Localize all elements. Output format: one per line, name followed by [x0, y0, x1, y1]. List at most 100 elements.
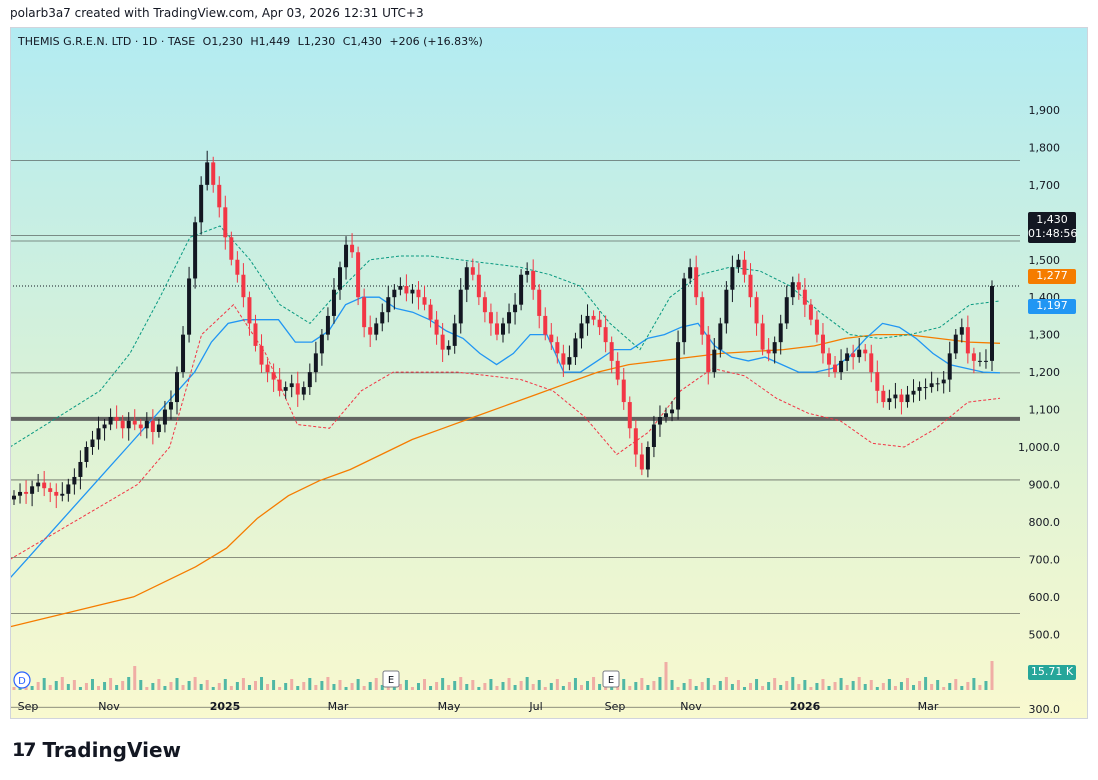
candle-body [410, 289, 415, 294]
volume-badge: 15.71 K [1028, 665, 1076, 680]
candle-body [108, 417, 113, 425]
volume-bar [815, 683, 819, 690]
volume-bar [501, 682, 505, 690]
candle-body [507, 312, 512, 324]
volume-bar [139, 680, 143, 690]
volume-bar [404, 680, 408, 690]
candle-body [657, 417, 662, 425]
last-price-value: 1,430 [1036, 213, 1068, 226]
tradingview-logo-text: TradingView [42, 738, 182, 762]
volume-bar [924, 677, 928, 690]
volume-bar [809, 687, 813, 690]
volume-bar [899, 682, 903, 690]
candle-body [549, 334, 554, 343]
volume-bar [380, 685, 384, 690]
volume-bar [253, 681, 257, 690]
price-tick-label: 1,900 [1029, 104, 1061, 117]
volume-bar [646, 685, 650, 690]
volume-bar [332, 684, 336, 690]
earnings-marker-icon[interactable] [382, 670, 400, 688]
volume-bar [622, 679, 626, 690]
volume-bar [398, 684, 402, 690]
volume-bar [374, 678, 378, 690]
candle-body [633, 428, 638, 455]
candle-body [712, 349, 717, 373]
candle-body [875, 372, 880, 391]
volume-bar [507, 678, 511, 690]
event-markers[interactable]: D E E [13, 670, 620, 689]
candle-body [983, 360, 988, 362]
volume-bar [157, 679, 161, 690]
candle-body [162, 409, 167, 425]
candle-body [488, 312, 493, 324]
candle-body [205, 162, 210, 185]
volume-bar [423, 679, 427, 690]
volume-bar [652, 681, 656, 690]
candle-body [464, 267, 469, 290]
volume-bar [211, 687, 215, 690]
volume-bar [54, 681, 58, 690]
candle-body [416, 289, 421, 298]
candle-body [784, 297, 789, 324]
candle-body [313, 353, 318, 373]
earnings-marker-icon[interactable] [602, 670, 620, 688]
candle-body [428, 304, 433, 320]
candle-body [132, 420, 137, 425]
tradingview-logo[interactable]: 17 TradingView [12, 738, 181, 762]
candle-body [881, 390, 886, 403]
candle-body [307, 372, 312, 388]
time-tick-label: Nov [680, 700, 702, 713]
volume-bar [670, 680, 674, 690]
volume-bar [972, 678, 976, 690]
earnings-marker-label: E [608, 675, 614, 686]
candle-body [814, 319, 819, 335]
volume-bar [869, 680, 873, 690]
volume-bar [513, 685, 517, 690]
volume-bar [260, 677, 264, 690]
volume-bar [712, 685, 716, 690]
time-tick-label: May [438, 700, 461, 713]
candle-body [446, 345, 451, 350]
volume-bar [736, 680, 740, 690]
volume-bar [72, 680, 76, 690]
volume-bar [229, 686, 233, 690]
candle-body [440, 334, 445, 350]
volume-bar [948, 683, 952, 690]
countdown-value: 01:48:56 [1028, 227, 1078, 240]
volume-bar [368, 682, 372, 690]
candle-body [90, 439, 95, 447]
volume-bar [489, 679, 493, 690]
candle-body [325, 315, 330, 335]
price-chart[interactable]: 1,9001,8001,7001,6001,5001,4001,3001,200… [10, 27, 1088, 719]
volume-bar [284, 683, 288, 690]
candle-body [597, 319, 602, 328]
volume-bar [266, 684, 270, 690]
candle-body [211, 162, 216, 185]
volume-bar [839, 678, 843, 690]
candle-body [971, 353, 976, 361]
dividend-marker-icon[interactable] [13, 671, 31, 689]
candle-body [887, 398, 892, 403]
candle-body [941, 379, 946, 384]
candle-body [591, 315, 596, 320]
candle-body [199, 184, 204, 223]
volume-bar [416, 683, 420, 690]
candle-body [845, 353, 850, 361]
price-tick-label: 1,000.0 [1018, 441, 1060, 454]
volume-bar [272, 680, 276, 690]
volume-bar [447, 685, 451, 690]
time-axis[interactable]: Sep Nov 2025 Mar May Jul Sep Nov 2026 Mar [18, 700, 939, 713]
candle-body [120, 420, 125, 429]
candle-body [283, 387, 288, 391]
candle-body [790, 282, 795, 298]
volume-bar [241, 678, 245, 690]
candle-body [555, 342, 560, 354]
horizontal-levels [10, 160, 1020, 708]
candle-body [851, 353, 856, 358]
time-tick-label: 2026 [790, 700, 821, 713]
candle-body [12, 495, 16, 500]
volume-bar [193, 677, 197, 690]
volume-bar [48, 685, 52, 690]
candle-body [808, 304, 813, 320]
candle-body [18, 491, 23, 496]
